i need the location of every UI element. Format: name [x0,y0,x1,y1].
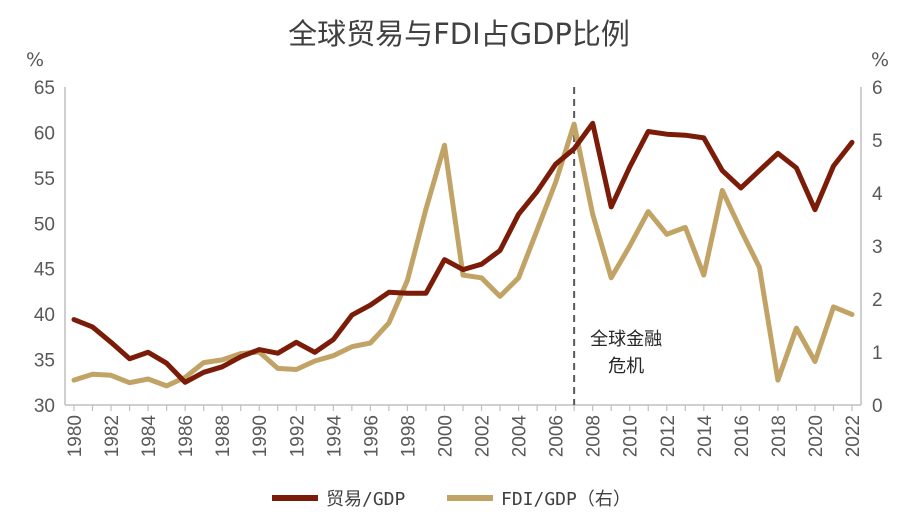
right-tick-label: 0 [872,396,883,417]
right-tick-label: 2 [872,290,883,311]
left-tick-label: 45 [34,260,55,281]
x-axis-ticks: 1980 1982 1984 1986 1988 1990 1992 1994 1996 1998… [65,405,864,457]
right-tick-label: 3 [872,237,883,258]
left-tick-label: 60 [34,123,55,144]
series-line-fdi [71,121,855,389]
right-tick-label: 6 [872,78,883,99]
x-tick-label: 2008 [584,415,605,457]
left-axis-unit: % [26,49,44,71]
right-axis-ticks: 0 1 2 3 4 5 6 [872,78,883,417]
left-tick-label: 35 [34,351,55,372]
x-tick-label: 1996 [361,415,382,457]
chart-title: 全球贸易与FDI占GDP比例 [288,17,630,51]
right-tick-label: 4 [872,184,883,205]
crisis-annotation-line1: 全球金融 [590,329,662,350]
series-line-trade [71,120,855,385]
left-tick-label: 65 [34,78,55,99]
x-tick-label: 2010 [621,415,642,457]
left-tick-label: 55 [34,169,55,190]
x-tick-label: 1984 [139,415,160,458]
left-tick-label: 40 [34,305,55,326]
legend: 贸易/GDP FDI/GDP（右） [272,489,631,510]
x-tick-label: 2018 [769,415,790,457]
x-tick-label: 2012 [658,415,679,457]
x-tick-label: 2006 [547,415,568,457]
x-tick-label: 1992 [287,415,308,457]
x-tick-label: 2004 [510,415,531,458]
legend-label-fdi: FDI/GDP（右） [501,489,631,510]
x-tick-label: 1982 [102,415,123,457]
right-axis-unit: % [871,49,889,71]
x-tick-label: 2022 [843,415,864,457]
x-tick-label: 1998 [398,415,419,457]
right-tick-label: 1 [872,343,883,364]
left-tick-label: 50 [34,214,55,235]
left-axis-ticks: 30 35 40 45 50 55 60 65 [34,78,55,417]
x-tick-label: 2000 [435,415,456,457]
x-tick-label: 1990 [250,415,271,457]
series-layer [71,120,855,389]
x-tick-label: 2016 [732,415,753,457]
left-tick-label: 30 [34,396,55,417]
x-tick-label: 1988 [213,415,234,457]
x-tick-label: 1986 [176,415,197,457]
x-tick-label: 2002 [473,415,494,457]
x-tick-label: 1994 [324,415,345,458]
x-tick-label: 2020 [806,415,827,457]
x-tick-label: 2014 [695,415,716,458]
crisis-annotation-line2: 危机 [608,356,644,377]
axes [64,87,862,406]
right-tick-label: 5 [872,131,883,152]
x-tick-label: 1980 [65,415,86,457]
legend-label-trade: 贸易/GDP [326,489,406,510]
